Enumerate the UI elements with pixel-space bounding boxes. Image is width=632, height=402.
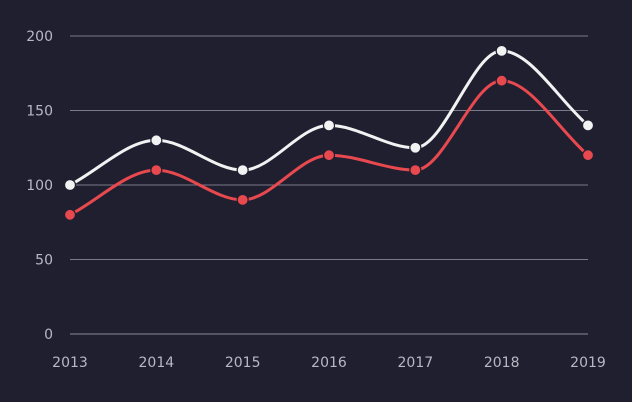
data-point-series-1 [322, 149, 336, 162]
data-point-series-1 [581, 149, 595, 162]
x-tick-label: 2014 [139, 355, 175, 371]
x-tick-label: 2019 [570, 355, 606, 371]
series-line-0 [68, 49, 590, 187]
y-axis-ticks: 0 50 100 150 200 [26, 29, 53, 343]
data-point-series-1 [236, 193, 249, 206]
y-tick-label: 0 [44, 327, 53, 343]
series-line-1 [68, 79, 590, 217]
data-point-series-0 [63, 178, 77, 192]
x-tick-label: 2017 [398, 355, 434, 371]
x-tick-label: 2013 [52, 355, 88, 371]
data-point-series-0 [495, 44, 508, 58]
data-point-series-1 [150, 164, 163, 177]
x-tick-label: 2018 [484, 355, 520, 371]
data-point-series-0 [150, 134, 163, 147]
x-axis-ticks: 2013 2014 2015 2016 2017 2018 2019 [52, 355, 606, 371]
y-tick-label: 200 [26, 29, 53, 45]
data-point-series-0 [236, 164, 249, 177]
y-tick-label: 50 [35, 253, 53, 269]
grid [70, 35, 588, 335]
y-tick-label: 150 [26, 104, 53, 120]
y-tick-label: 100 [26, 178, 53, 194]
series-points [63, 44, 595, 221]
data-point-series-1 [63, 208, 77, 221]
data-point-series-0 [581, 119, 595, 132]
x-tick-label: 2015 [225, 355, 261, 371]
x-tick-label: 2016 [311, 355, 347, 371]
data-point-series-0 [409, 141, 422, 154]
series-lines [68, 49, 590, 217]
data-point-series-1 [409, 164, 422, 177]
data-point-series-0 [322, 119, 336, 132]
data-point-series-1 [495, 74, 508, 87]
